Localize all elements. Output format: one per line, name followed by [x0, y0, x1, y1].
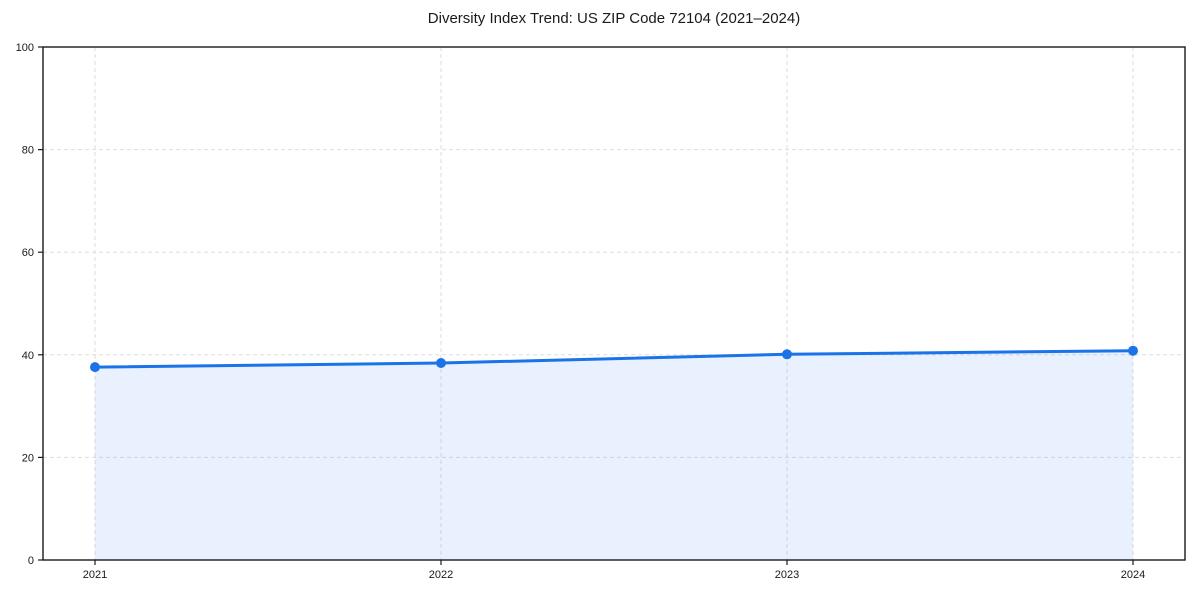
y-tick-label: 100	[16, 42, 34, 54]
y-tick-label: 60	[22, 247, 34, 259]
trend-line	[93, 349, 1135, 369]
x-tick-label: 2021	[83, 569, 107, 581]
chart-title: Diversity Index Trend: US ZIP Code 72104…	[427, 10, 801, 27]
data-point	[90, 362, 100, 373]
y-tick-label: 20	[22, 452, 34, 464]
y-tick-label: 80	[22, 145, 34, 157]
x-tick-label: 2024	[1121, 569, 1145, 581]
y-tick-label: 40	[22, 350, 34, 362]
plot-border	[42, 46, 1186, 561]
x-tick-label: 2023	[775, 569, 799, 581]
area-fill	[95, 350, 1133, 560]
data-point	[782, 349, 792, 360]
data-point	[1128, 345, 1138, 356]
y-tick-label: 0	[28, 555, 34, 567]
data-point	[436, 358, 446, 369]
x-tick-label: 2022	[429, 569, 453, 581]
